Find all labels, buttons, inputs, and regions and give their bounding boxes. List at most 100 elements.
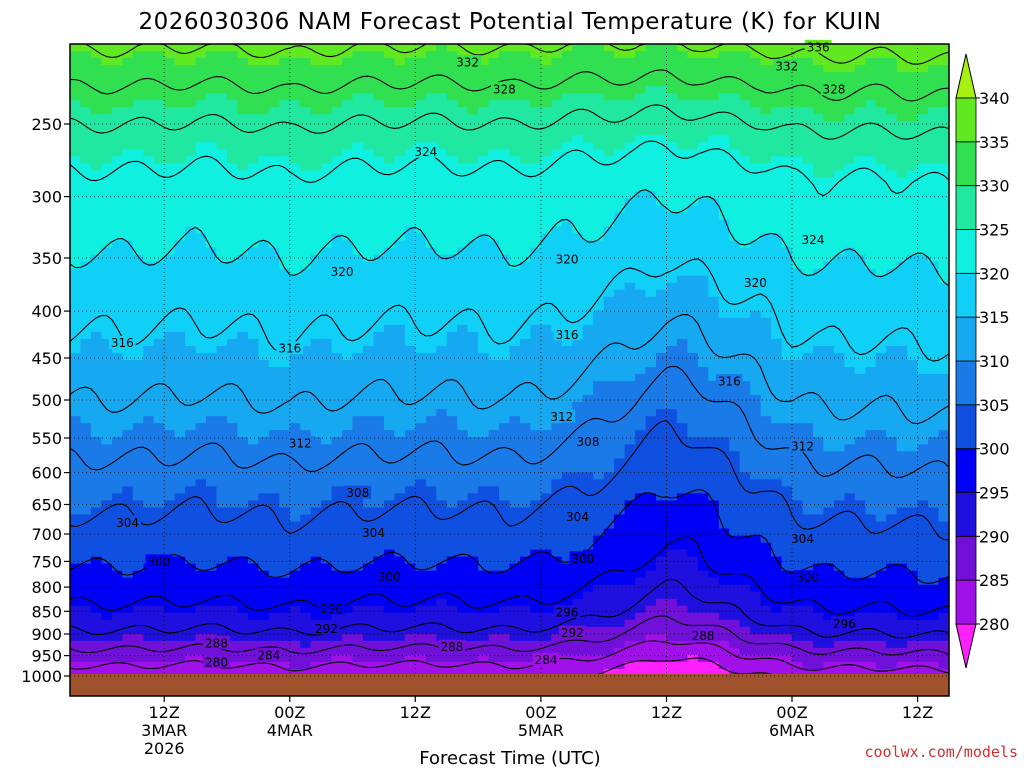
field-cell [195,353,207,361]
field-cell [300,472,312,480]
field-cell [227,528,239,537]
field-cell [561,451,573,459]
field-cell [363,402,375,410]
field-cell [195,430,207,438]
field-cell [582,114,594,122]
field-cell [268,479,280,487]
field-cell [216,577,228,586]
field-cell [603,353,615,361]
field-cell [227,662,239,670]
field-cell [383,156,395,164]
field-cell [404,669,416,677]
field-cell [436,296,448,305]
field-cell [132,654,144,663]
field-cell [153,444,165,452]
field-cell [373,79,385,87]
field-cell [509,353,521,361]
field-cell [122,353,134,361]
field-cell [404,605,416,614]
field-cell [635,240,647,249]
field-cell [237,44,249,52]
field-cell [70,346,82,354]
field-cell [101,416,113,424]
field-cell [436,184,448,192]
field-cell [237,605,249,614]
field-cell [572,535,584,544]
field-cell [572,395,584,403]
field-cell [394,367,406,375]
field-cell [551,514,563,523]
field-cell [237,58,249,66]
field-cell [70,51,82,59]
field-cell [70,233,82,242]
field-cell [415,451,427,459]
field-cell [467,268,479,277]
field-cell [467,507,479,516]
field-cell [132,409,144,417]
field-cell [174,654,186,663]
field-cell [561,367,573,375]
field-cell [457,542,469,551]
field-cell [624,205,636,214]
field-cell [635,128,647,136]
field-cell [300,93,312,101]
field-cell [645,338,657,347]
field-cell [247,191,259,200]
field-cell [363,409,375,417]
field-cell [373,591,385,600]
field-cell [268,324,280,333]
field-cell [478,338,490,347]
field-cell [122,647,134,656]
field-cell [467,114,479,122]
field-cell [300,633,312,642]
field-cell [90,416,102,424]
field-cell [478,233,490,242]
field-cell [216,142,228,150]
field-cell [478,93,490,101]
field-cell [383,367,395,375]
field-cell [247,198,259,207]
field-cell [457,598,469,607]
field-cell [70,79,82,87]
field-cell [195,654,207,663]
field-cell [279,156,291,164]
field-cell [80,542,92,551]
field-cell [122,381,134,389]
field-cell [561,556,573,565]
field-cell [206,254,218,263]
field-cell [488,65,500,73]
field-cell [394,177,406,185]
field-cell [572,598,584,607]
field-cell [509,191,521,200]
field-cell [415,472,427,480]
field-cell [551,542,563,551]
field-cell [624,261,636,270]
field-cell [352,647,364,656]
field-cell [415,275,427,284]
field-cell [572,402,584,410]
field-cell [624,409,636,417]
field-cell [540,65,552,73]
field-cell [603,72,615,80]
field-cell [258,465,270,473]
field-cell [488,100,500,108]
field-cell [572,381,584,389]
field-cell [499,542,511,551]
field-cell [478,254,490,263]
field-cell [593,577,605,586]
field-cell [520,353,532,361]
field-cell [635,388,647,396]
field-cell [551,556,563,565]
field-cell [164,430,176,438]
field-cell [373,423,385,431]
field-cell [635,51,647,59]
field-cell [132,640,144,649]
field-cell [415,388,427,396]
field-cell [551,86,563,94]
field-cell [530,93,542,101]
field-cell [331,535,343,544]
field-cell [603,233,615,242]
field-cell [300,479,312,487]
field-cell [268,563,280,572]
field-cell [624,163,636,171]
